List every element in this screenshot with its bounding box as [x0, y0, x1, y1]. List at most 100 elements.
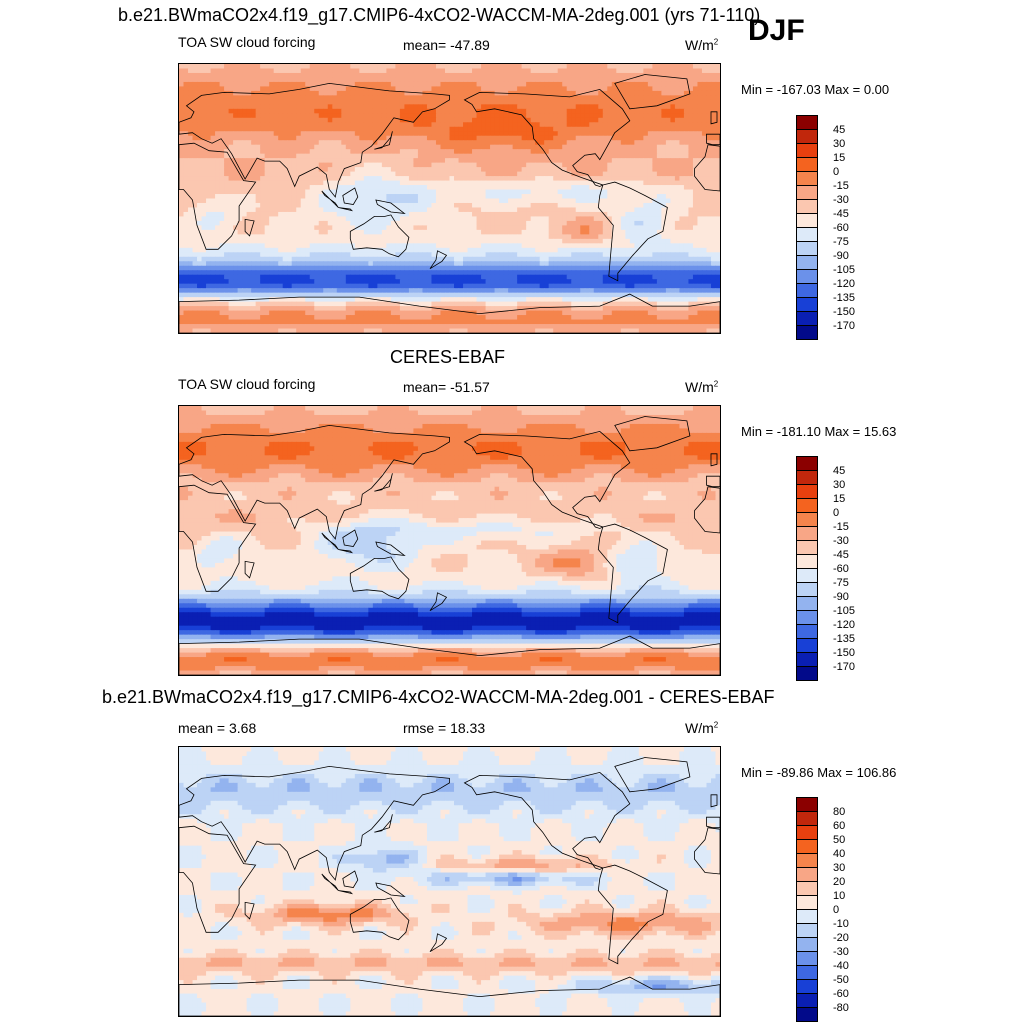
map-cell	[611, 225, 617, 231]
map-cell	[454, 171, 460, 177]
map-cell	[512, 77, 518, 83]
map-cell	[503, 104, 509, 110]
map-cell	[656, 95, 662, 101]
map-cell	[697, 122, 703, 128]
map-cell	[665, 72, 672, 79]
map-cell	[503, 131, 509, 137]
map-cell	[305, 135, 311, 141]
map-cell	[593, 72, 599, 79]
map-cell	[368, 167, 374, 173]
map-cell	[318, 162, 324, 168]
map-cell	[206, 162, 212, 168]
map-cell	[634, 77, 640, 83]
map-cell	[273, 95, 279, 101]
map-cell	[611, 176, 617, 182]
map-cell	[390, 104, 396, 110]
map-cell	[710, 220, 717, 226]
map-cell	[670, 113, 676, 119]
map-cell	[377, 238, 383, 244]
map-cell	[354, 220, 360, 226]
map-cell	[458, 104, 464, 110]
map-cell	[300, 162, 306, 168]
map-cell	[580, 198, 586, 204]
map-cell	[571, 207, 577, 213]
map-cell	[251, 207, 257, 213]
map-cell	[467, 77, 473, 83]
map-cell	[327, 153, 333, 159]
map-cell	[188, 117, 194, 123]
map-cell	[557, 117, 563, 123]
map-cell	[417, 194, 424, 200]
map-cell	[476, 113, 482, 119]
map-cell	[314, 113, 320, 119]
map-cell	[625, 117, 631, 123]
map-cell	[431, 207, 437, 213]
map-cell	[260, 149, 266, 155]
map-cell	[287, 135, 293, 141]
map-cell	[607, 113, 613, 119]
map-cell	[503, 225, 509, 231]
map-cell	[449, 202, 455, 209]
map-cell	[386, 225, 392, 231]
map-cell	[593, 207, 599, 213]
map-cell	[598, 176, 604, 182]
map-cell	[553, 229, 559, 235]
map-cell	[562, 202, 568, 209]
map-cell	[278, 149, 284, 155]
map-cell	[710, 90, 717, 96]
map-cell	[183, 243, 189, 249]
map-cell	[661, 180, 667, 186]
map-cell	[287, 243, 293, 249]
map-cell	[512, 144, 518, 150]
map-cell	[264, 117, 270, 123]
map-cell	[309, 117, 315, 123]
map-cell	[188, 180, 194, 186]
map-cell	[517, 81, 523, 88]
map-cell	[517, 220, 523, 226]
map-cell	[273, 108, 279, 114]
map-cell	[354, 108, 360, 114]
map-cell	[508, 167, 514, 173]
map-cell	[647, 185, 653, 191]
map-cell	[359, 216, 365, 222]
map-cell	[336, 126, 342, 132]
map-cell	[381, 207, 387, 213]
map-cell	[246, 77, 252, 83]
map-cell	[210, 81, 216, 88]
map-cell	[611, 144, 617, 150]
map-cell	[179, 72, 185, 79]
map-cell	[476, 68, 482, 74]
map-cell	[674, 185, 681, 191]
map-cell	[309, 104, 315, 110]
map-cell	[679, 229, 685, 235]
map-cell	[192, 216, 198, 222]
map-cell	[665, 68, 672, 74]
map-cell	[404, 189, 410, 195]
map-cell	[652, 194, 658, 200]
map-cell	[494, 238, 500, 244]
map-cell	[701, 108, 708, 114]
map-cell	[706, 167, 712, 173]
map-cell	[318, 216, 324, 222]
map-cell	[616, 99, 622, 105]
map-cell	[246, 122, 252, 128]
map-cell	[287, 198, 293, 204]
map-cell	[706, 194, 712, 200]
map-cell	[309, 243, 315, 249]
map-cell	[670, 216, 676, 222]
map-cell	[323, 247, 329, 253]
map-cell	[638, 122, 644, 128]
map-cell	[273, 247, 279, 253]
map-cell	[463, 243, 469, 249]
map-cell	[647, 95, 653, 101]
map-cell	[242, 211, 248, 218]
map-cell	[566, 64, 572, 70]
map-cell	[607, 135, 613, 141]
map-cell	[278, 144, 284, 150]
map-cell	[345, 153, 351, 159]
map-cell	[584, 77, 590, 83]
map-cell	[575, 238, 581, 244]
map-cell	[323, 153, 329, 159]
map-cell	[701, 131, 708, 137]
map-cell	[530, 238, 536, 244]
